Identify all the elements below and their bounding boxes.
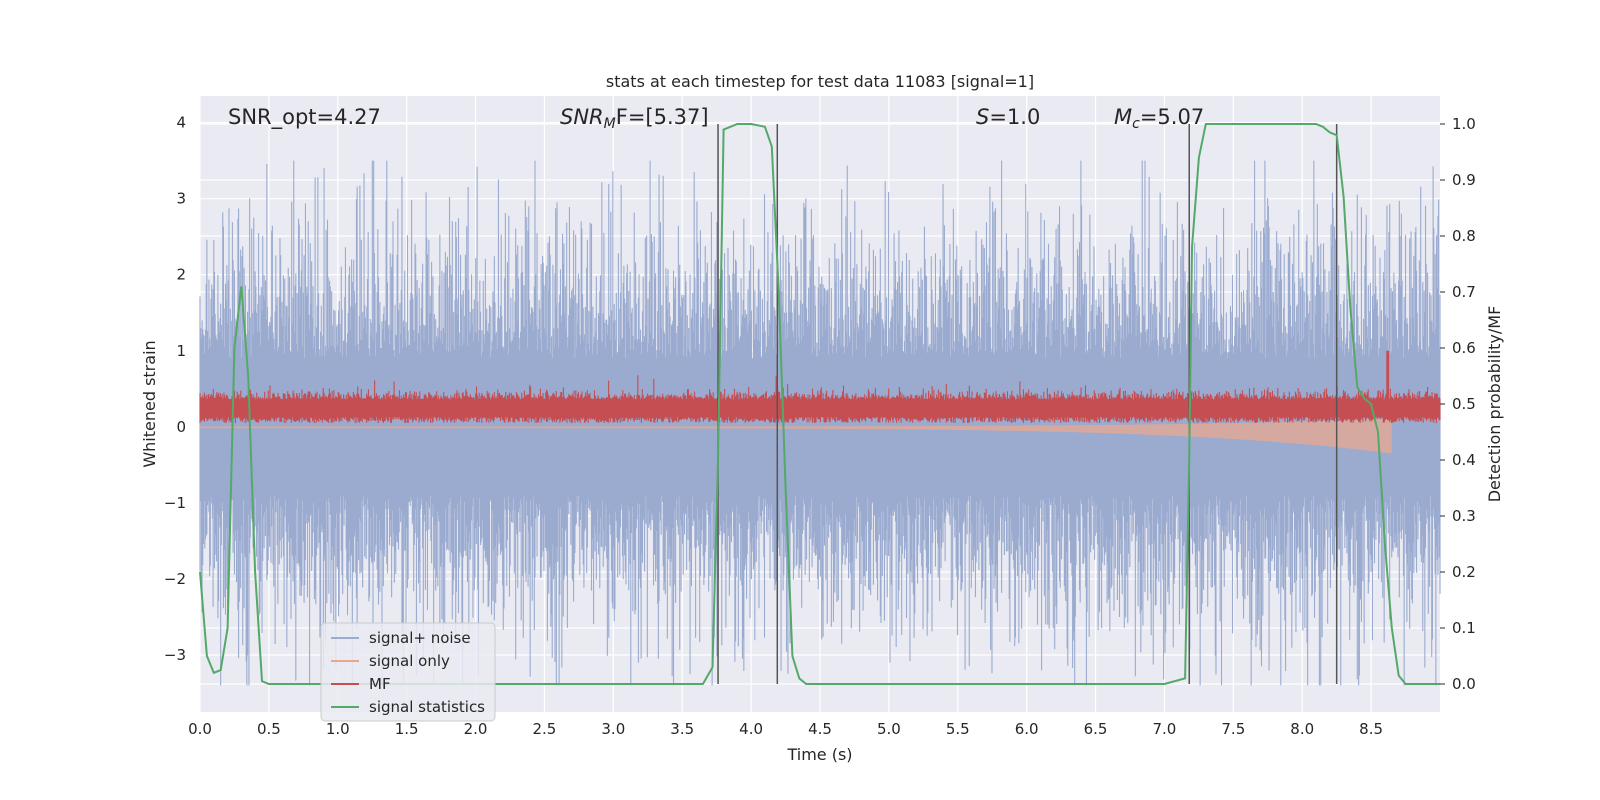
y-right-tick-label: 0.8 [1452,227,1476,245]
y-axis-right-ticks: 1.0 0.9 0.8 0.7 0.6 0.5 0.4 0.3 0.2 0.1 0.0 [1440,115,1476,693]
y-axis-left-ticks: 4 3 2 1 0 −1 −2 −3 [164,114,186,664]
annotation-mc-sub: c [1132,116,1140,132]
legend-label-mf: MF [369,675,391,693]
annotation-snr-opt: SNR_opt=4.27 [228,105,381,130]
x-tick-label: 6.5 [1084,720,1108,738]
annotation-s: S=1.0 [976,105,1040,129]
annotation-s-italic: S [976,105,989,129]
y-tick-label: 0 [176,418,186,436]
x-tick-label: 3.0 [601,720,625,738]
y-right-tick-label: 0.7 [1452,283,1476,301]
x-tick-label: 0.5 [257,720,281,738]
legend-label-signal-noise: signal+ noise [369,629,471,647]
annotation-snr-mf-sub: M [604,116,616,132]
x-tick-label: 8.0 [1290,720,1314,738]
signal-only-envelope [200,418,1392,454]
y-right-tick-label: 0.4 [1452,451,1476,469]
annotation-mc-base: M [1114,105,1132,129]
y-tick-label: 4 [176,114,186,132]
annotation-snr-mf-rest: F=[5.37] [616,105,709,129]
x-tick-label: 1.5 [395,720,419,738]
chart-title: stats at each timestep for test data 110… [606,72,1034,91]
y-right-tick-label: 1.0 [1452,115,1476,133]
legend: signal+ noise signal only MF signal stat… [320,622,496,722]
y-right-tick-label: 0.5 [1452,395,1476,413]
y-right-tick-label: 0.9 [1452,171,1476,189]
x-tick-label: 5.0 [877,720,901,738]
y-tick-label: −1 [164,494,186,512]
y-right-tick-label: 0.3 [1452,507,1476,525]
y-right-tick-label: 0.2 [1452,563,1476,581]
x-tick-label: 3.5 [670,720,694,738]
y-tick-label: 1 [176,342,186,360]
y-tick-label: −2 [164,570,186,588]
signal-statistics-series [199,123,1440,685]
x-tick-label: 2.5 [533,720,557,738]
y-tick-label: 2 [176,266,186,284]
annotation-mc: Mc=5.07 [1114,105,1204,132]
y-right-tick-label: 0.6 [1452,339,1476,357]
mf-series [199,350,1441,423]
y-right-tick-label: 0.1 [1452,619,1476,637]
y-right-tick-label: 0.0 [1452,675,1476,693]
annotation-snr-mf-base: SNR [560,105,604,129]
signal-only-series [200,418,1392,454]
y-tick-label: 3 [176,190,186,208]
x-axis-label: Time (s) [786,745,852,764]
x-tick-label: 2.0 [464,720,488,738]
x-tick-label: 4.0 [739,720,763,738]
x-tick-label: 0.0 [188,720,212,738]
y-axis-right-label: Detection probability/MF [1485,306,1504,503]
y-axis-label: Whitened strain [140,340,159,467]
x-axis-ticks: 0.0 0.5 1.0 1.5 2.0 2.5 3.0 3.5 4.0 4.5 5.0 5.5 6.0 6… [188,720,1383,738]
x-tick-label: 5.5 [946,720,970,738]
x-tick-label: 7.0 [1153,720,1177,738]
signal-statistics-line [199,123,1440,685]
legend-label-signal-statistics: signal statistics [369,698,485,716]
legend-box [320,622,496,722]
y-tick-label: −3 [164,646,186,664]
x-tick-label: 8.5 [1359,720,1383,738]
x-tick-label: 4.5 [808,720,832,738]
x-tick-label: 6.0 [1015,720,1039,738]
annotation-snr-mf: SNRMF=[5.37] [560,105,709,132]
legend-label-signal-only: signal only [369,652,450,670]
annotation-mc-rest: =5.07 [1140,105,1204,129]
x-tick-label: 1.0 [326,720,350,738]
mf-line [199,350,1441,423]
annotation-s-rest: =1.0 [989,105,1040,129]
x-tick-label: 7.5 [1221,720,1245,738]
